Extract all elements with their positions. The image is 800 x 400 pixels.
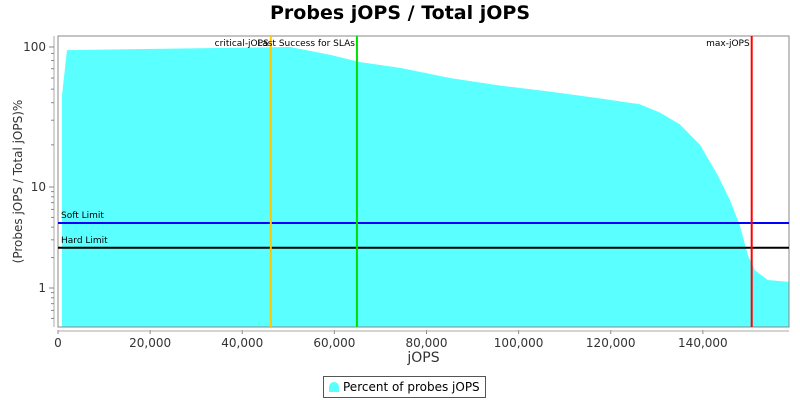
horizontal-marker-label: Soft Limit: [61, 211, 104, 221]
x-tick-label: 120,000: [586, 336, 636, 350]
y-tick-label: 1: [38, 281, 46, 295]
legend-label: Percent of probes jOPS: [343, 380, 480, 394]
x-tick-label: 100,000: [494, 336, 544, 350]
vertical-marker-label: Last Success for SLAs: [257, 39, 355, 49]
y-axis-label: (Probes jOPS / Total jOPS)%: [11, 100, 25, 264]
horizontal-marker-label: Hard Limit: [61, 236, 108, 246]
x-tick-label: 0: [54, 336, 62, 350]
chart-title: Probes jOPS / Total jOPS: [270, 2, 530, 24]
vertical-marker-label: max-jOPS: [706, 39, 750, 49]
x-tick-label: 80,000: [405, 336, 447, 350]
x-tick-label: 40,000: [221, 336, 263, 350]
y-tick-label: 10: [31, 180, 46, 194]
vertical-marker-label: critical-jOPS: [215, 39, 269, 49]
x-axis-label: jOPS: [406, 350, 439, 366]
series-area: [61, 47, 789, 327]
legend-swatch: [329, 382, 339, 392]
y-tick-label: 100: [23, 40, 46, 54]
legend: Percent of probes jOPS: [323, 376, 486, 398]
x-tick-label: 20,000: [129, 336, 171, 350]
x-tick-label: 60,000: [313, 336, 355, 350]
plot-frame: [57, 35, 790, 328]
x-tick-label: 140,000: [678, 336, 728, 350]
